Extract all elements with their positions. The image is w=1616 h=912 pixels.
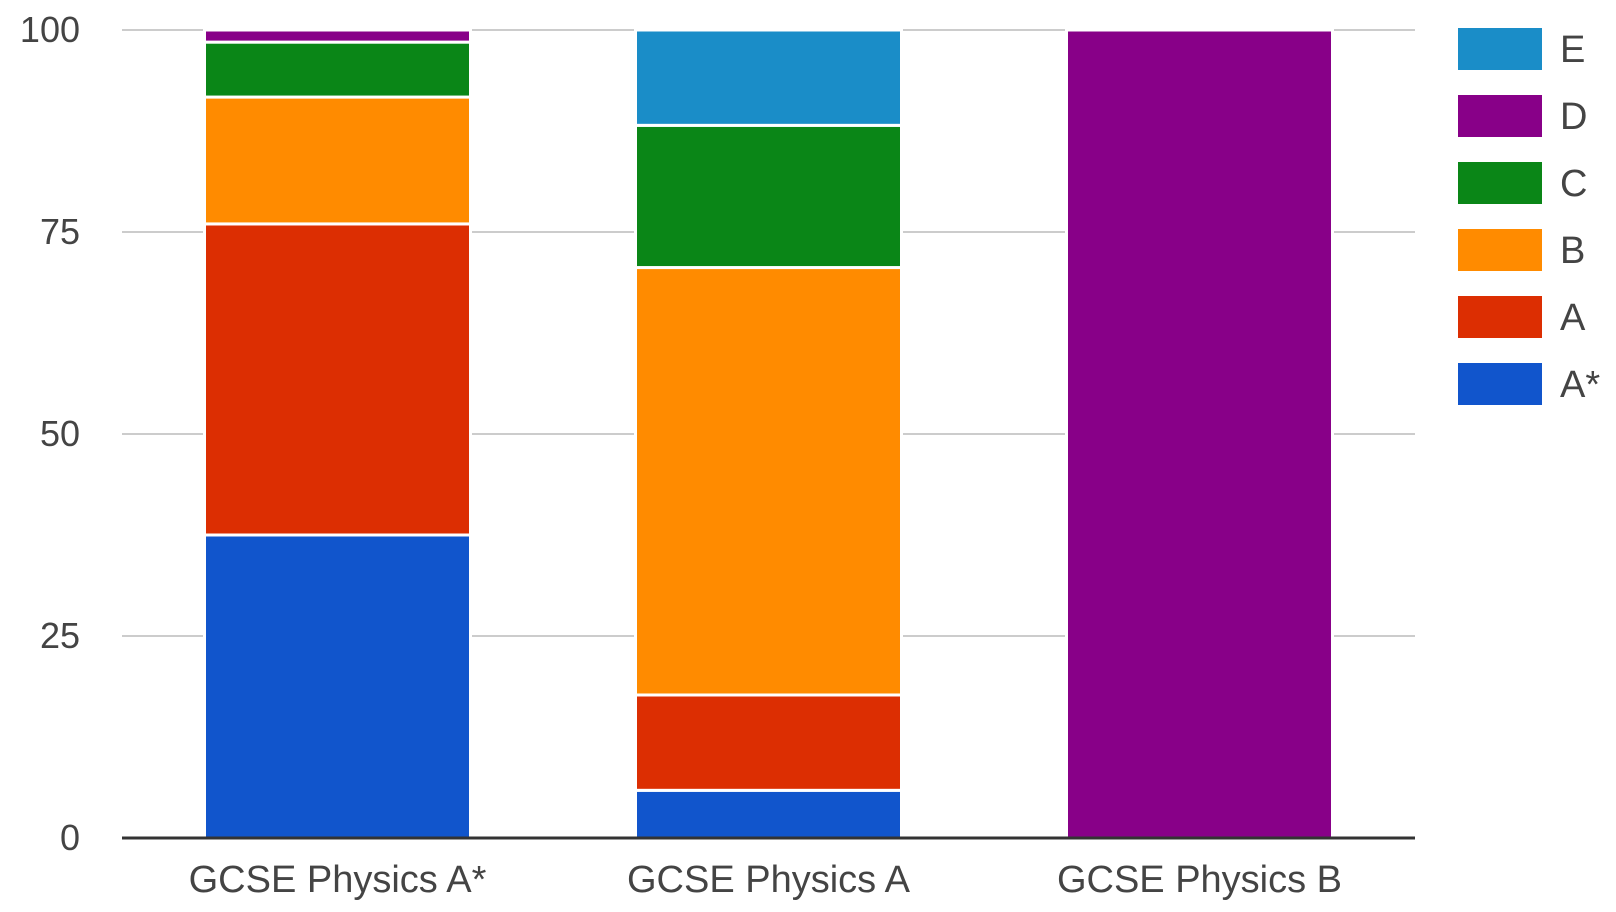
bar-segment-e-2 [634,28,903,127]
bar-segment-b-1 [203,95,472,226]
x-category-label: GCSE Physics B [1057,859,1342,901]
legend-item-d: D [1458,95,1587,138]
y-tick-label: 50 [40,413,80,454]
legend-label: A [1560,297,1586,339]
legend-swatch [1458,162,1542,204]
legend-item-astar: A* [1458,363,1600,406]
bar-segment-astar-2 [634,788,903,840]
legend-label: A* [1560,364,1600,406]
legend-label: E [1560,29,1585,71]
legend-item-a: A [1458,296,1586,339]
x-category-label: GCSE Physics A [627,859,911,901]
y-tick-label: 25 [40,615,80,656]
legend-item-e: E [1458,28,1585,71]
x-category-label: GCSE Physics A* [189,859,487,901]
bar-segment-d-3 [1065,28,1334,840]
legend-swatch [1458,296,1542,338]
legend-item-b: B [1458,229,1585,272]
legend-swatch [1458,363,1542,405]
y-tick-label: 100 [20,9,80,50]
legend-swatch [1458,28,1542,70]
axes: 0 25 50 75 100 GCSE Physics A* GCSE Physics A G… [20,9,1415,901]
legend-label: B [1560,230,1585,272]
bar-segment-b-2 [634,266,903,697]
legend-swatch [1458,95,1542,137]
bars [203,28,1334,840]
legend-swatch [1458,229,1542,271]
y-tick-label: 0 [60,817,80,858]
legend-label: D [1560,96,1587,138]
bar-segment-a-2 [634,693,903,792]
legend-label: C [1560,163,1587,205]
bar-segment-d-1 [203,28,472,44]
y-tick-label: 75 [40,211,80,252]
legend-item-c: C [1458,162,1587,205]
bar-segment-a-1 [203,222,472,537]
bar-segment-c-2 [634,123,903,270]
bar-segment-c-1 [203,40,472,99]
bar-segment-astar-1 [203,533,472,840]
